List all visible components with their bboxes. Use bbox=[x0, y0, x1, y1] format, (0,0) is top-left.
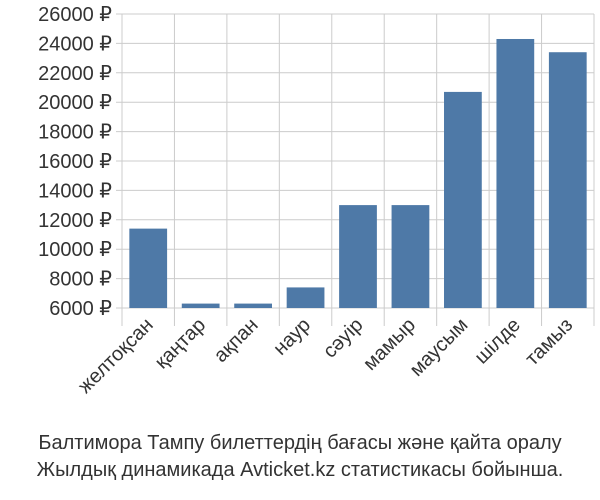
x-tick-label: желтоқсан bbox=[74, 314, 158, 398]
bar-5 bbox=[339, 205, 377, 308]
y-tick-label: 24000 ₽ bbox=[38, 33, 112, 55]
y-tick-label: 18000 ₽ bbox=[38, 122, 112, 144]
y-tick-label: 20000 ₽ bbox=[38, 92, 112, 114]
bar-3 bbox=[234, 303, 272, 308]
bar-2 bbox=[181, 303, 220, 308]
x-tick-label: шілде bbox=[470, 314, 524, 368]
chart-caption-line-2: Жылдық динамикада Avticket.kz статистика… bbox=[36, 459, 564, 481]
bar-9 bbox=[548, 52, 587, 308]
y-tick-label: 26000 ₽ bbox=[38, 4, 112, 26]
bar-1 bbox=[129, 228, 168, 308]
y-tick-label: 10000 ₽ bbox=[38, 239, 112, 261]
chart-caption-line-1: Балтимора Тампу билеттердің бағасы және … bbox=[38, 432, 562, 454]
x-tick-label: сәуір bbox=[319, 314, 368, 363]
x-tick-label: тамыз bbox=[521, 314, 577, 370]
y-tick-label: 22000 ₽ bbox=[38, 63, 112, 85]
bar-chart: 6000 ₽ 8000 ₽ 10000 ₽ 12000 ₽ 14000 ₽ 16000 ₽… bbox=[38, 4, 595, 398]
bar-8 bbox=[496, 38, 535, 309]
bar-6 bbox=[391, 205, 430, 308]
x-tick-label: маусым bbox=[406, 314, 473, 381]
x-tick-label: наур bbox=[269, 314, 315, 360]
y-tick-label: 6000 ₽ bbox=[49, 298, 112, 320]
x-tick-label: қаңтар bbox=[151, 314, 210, 373]
bar-4 bbox=[286, 287, 325, 308]
y-tick-label: 8000 ₽ bbox=[49, 269, 112, 291]
y-tick-label: 12000 ₽ bbox=[38, 210, 112, 232]
bar-7 bbox=[444, 91, 482, 308]
x-tick-label: ақпан bbox=[210, 314, 263, 367]
y-tick-label: 16000 ₽ bbox=[38, 151, 112, 173]
y-tick-label: 14000 ₽ bbox=[38, 180, 112, 202]
